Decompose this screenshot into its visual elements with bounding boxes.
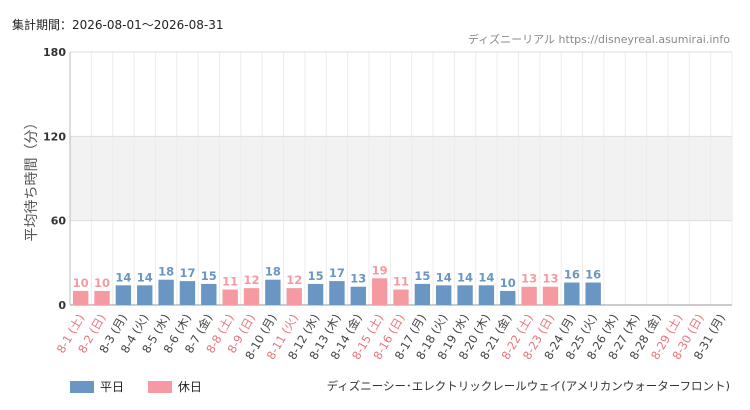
legend-label-weekday: 平日 [100,380,125,394]
bar [265,279,281,305]
y-tick-label: 180 [43,46,66,59]
data-label: 12 [286,273,302,287]
bar [94,290,110,305]
bar [371,278,388,305]
data-label: 14 [457,270,473,284]
bar [393,289,409,305]
shaded-band [70,136,732,221]
bar [179,281,196,305]
data-label: 18 [265,265,281,279]
data-label: 14 [137,270,153,284]
data-label: 19 [372,263,388,277]
data-label: 10 [73,276,89,290]
data-label: 14 [115,270,131,284]
bar [457,285,473,305]
bar [500,290,516,305]
data-label: 12 [244,273,260,287]
bar [307,283,324,305]
data-label: 10 [94,276,110,290]
bar [222,289,238,305]
data-label: 17 [179,266,195,280]
data-label: 16 [585,268,601,282]
bar [329,281,345,305]
bar [350,286,366,305]
period-label: 集計期間：2026-08-01～2026-08-31 [12,18,224,32]
bar [585,282,601,305]
data-label: 15 [308,269,324,283]
source-label: ディズニーリアル https://disneyreal.asumirai.inf… [467,33,730,46]
legend-item-weekday: 平日 [70,378,124,395]
attraction-name: ディズニーシー･エレクトリックレールウェイ(アメリカンウォーターフロント) [326,379,730,393]
data-label: 13 [521,272,537,286]
data-label: 15 [414,269,430,283]
data-label: 13 [350,272,366,286]
data-label: 14 [436,270,452,284]
data-label: 18 [158,265,174,279]
legend: 平日 休日 [70,378,222,396]
bar [436,285,452,305]
bar [243,288,260,305]
y-tick-label: 60 [51,215,67,228]
data-label: 17 [329,266,345,280]
bar [478,285,495,305]
legend-label-holiday: 休日 [177,380,202,394]
data-label: 11 [393,275,409,289]
y-axis-label: 平均待ち時間（分） [24,116,40,242]
bar [542,286,559,305]
y-tick-label: 120 [43,130,66,143]
bar [72,290,89,305]
y-tick-label: 0 [58,299,66,312]
bar [414,283,431,305]
bar [158,279,174,305]
data-label: 10 [500,276,516,290]
data-label: 13 [542,272,558,286]
data-label: 16 [564,268,580,282]
bar [286,288,302,305]
bar [115,285,132,305]
legend-item-holiday: 休日 [147,378,202,395]
data-label: 11 [222,275,238,289]
bar [201,283,217,305]
legend-swatch-holiday [147,380,172,393]
data-label: 15 [201,269,217,283]
bar [564,282,580,305]
bar [521,286,537,305]
legend-swatch-weekday [70,380,94,393]
data-label: 14 [478,270,494,284]
bar [137,285,153,305]
